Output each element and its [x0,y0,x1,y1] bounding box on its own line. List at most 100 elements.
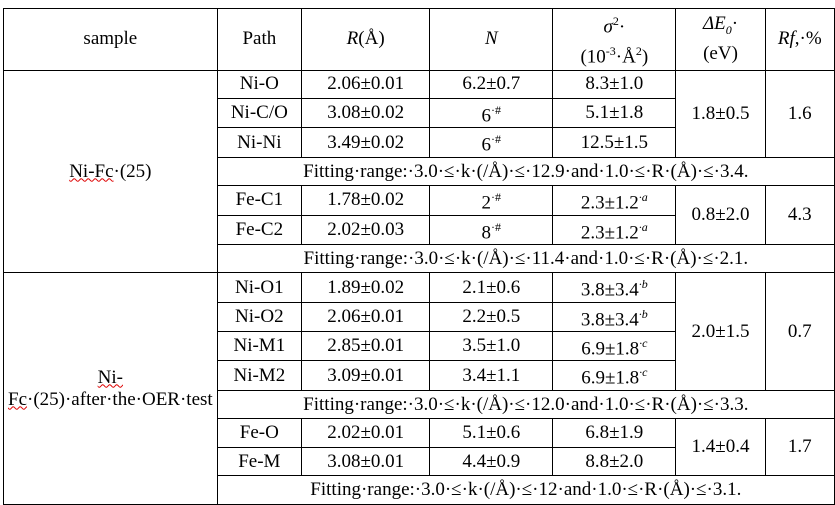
path-cell: Ni-O [216,69,302,100]
n-cell: 6.2±0.7 [429,69,554,100]
value: 3.8±3.4 [580,279,639,301]
header-cell: σ2· (10-3·Å2) [552,8,677,71]
data-row: Ni-O2 2.06±0.01 2.2±0.5 3.8±3.4·b [4,301,835,333]
value: 3.5±1.0 [462,335,521,357]
sigma-cell: 8.8±2.0 [552,446,677,477]
value: 5.1±0.6 [462,422,521,444]
header-unit: (10 [580,46,606,68]
n-cell: 2·# [429,185,554,216]
sigma-cell: 3.8±3.4·b [552,272,677,303]
value: 6.8±1.9 [585,422,644,444]
fitting-cell: Fitting·range:·3.0·≤·k·(/Å)·≤·12·and·1.0… [216,475,835,505]
n-cell: 2.1±0.6 [429,272,554,303]
n-cell: 3.5±1.0 [429,331,554,362]
path-cell: Ni-M1 [216,331,302,362]
value: 3.8±3.4 [580,309,639,331]
header-unit: ·Å [615,46,636,68]
r-cell: 2.06±0.01 [300,301,431,333]
header-cell: N [429,8,554,71]
r-cell: 1.89±0.02 [300,272,431,303]
data-row: Ni-Fc·(25)·after·the·OER·test Ni-O1 1.89±0… [3,272,835,505]
footnote-mark: ·# [491,219,502,234]
value: 2.3±1.2 [580,221,639,243]
header-unit: ) [641,46,649,68]
n-cell: 6·# [429,127,554,158]
format-mark: · [731,13,739,35]
footnote-mark: ·c [639,365,648,380]
r-cell: 2.02±0.03 [300,214,431,245]
footnote-mark: ·b [638,277,648,292]
path-cell: Ni-O1 [216,272,302,303]
sample-name: Ni-Fc [8,366,123,410]
header-unit: (Å) [358,28,385,50]
header-cell: ΔE0· (eV) [675,8,766,71]
n-cell: 8·# [429,214,554,245]
rf-cell: 4.3 [764,185,835,245]
data-row: Ni-Fc·(25) Ni-O 2.06±0.01 6.2±0.7 8.3±1.0 1.8… [3,69,835,274]
path-cell: Fe-M [216,446,302,477]
n-cell: 4.4±0.9 [429,446,554,477]
value: 8.3±1.0 [585,73,644,95]
value: 6.2±0.7 [462,73,521,95]
path-cell: Fe-C1 [216,185,302,216]
sample-cell: Ni-Fc·(25)·after·the·OER·test [3,272,218,505]
rf-cell: 1.6 [764,69,835,158]
format-mark: · [618,16,626,38]
fitting-row: Fitting·range:·3.0·≤·k·(/Å)·≤·12.0·and·1… [4,389,835,420]
fitting-cell: Fitting·range:·3.0·≤·k·(/Å)·≤·12.9·and·1… [216,156,835,187]
sigma-cell: 2.3±1.2·a [552,214,677,245]
header-cell: R(Å) [300,8,431,71]
footnote-mark: ·a [638,219,648,234]
footnote-mark: ·c [639,336,648,351]
value: 5.1±1.8 [585,102,644,124]
header-cell: Path [216,8,302,71]
path-cell: Fe-O [216,418,302,448]
header-exponent: 2 [612,14,619,28]
sigma-cell: 8.3±1.0 [552,69,677,100]
footnote-mark: ·# [491,103,502,118]
fitting-cell: Fitting·range:·3.0·≤·k·(/Å)·≤·11.4·and·1… [216,243,835,274]
e0-cell: 2.0±1.5 [675,272,766,391]
e0-cell: 1.8±0.5 [675,69,766,158]
header-cell: sample [3,8,218,71]
value: 2 [481,192,492,214]
fitting-row: Fitting·range:·3.0·≤·k·(/Å)·≤·11.4·and·1… [4,243,835,274]
value: 2.3±1.2 [580,192,639,214]
r-cell: 3.49±0.02 [300,127,431,158]
value: 8 [481,221,492,243]
sample-name: ·(25) [113,160,152,182]
data-row: Ni-Ni 3.49±0.02 6·# 12.5±1.5 [4,127,835,158]
value: 2.2±0.5 [462,305,521,327]
header-symbol: R [346,28,359,50]
header-symbol: σ [603,16,613,38]
header-symbol: Rf [777,28,795,50]
value: 4.4±0.9 [462,450,521,472]
r-cell: 3.09±0.01 [300,360,431,391]
sigma-cell: 6.9±1.8·c [552,360,677,391]
sigma-cell: 2.3±1.2·a [552,185,677,216]
header-cell: Rf,·% [764,8,835,71]
sample-cell: Ni-Fc·(25) [3,69,218,274]
path-cell: Fe-C2 [216,214,302,245]
data-row: Fe-O 2.02±0.01 5.1±0.6 6.8±1.9 1.4±0.4 1.7 [4,418,835,477]
header-unit: (eV) [703,43,738,65]
sigma-cell: 3.8±3.4·b [552,301,677,333]
n-cell: 2.2±0.5 [429,301,554,333]
r-cell: 2.85±0.01 [300,331,431,362]
data-row: Ni-C/O 3.08±0.02 6·# 5.1±1.8 [4,98,835,129]
header-unit: -3 [605,44,616,59]
path-cell: Ni-M2 [216,360,302,391]
header-unit: 2 [635,44,642,59]
data-row: Ni-M1 2.85±0.01 3.5±1.0 6.9±1.8·c [4,331,835,362]
value: 6 [481,134,492,156]
e0-cell: 1.4±0.4 [675,418,766,477]
footnote-mark: ·a [638,190,648,205]
rf-cell: 1.7 [764,418,835,477]
sigma-cell: 5.1±1.8 [552,98,677,129]
r-cell: 1.78±0.02 [300,185,431,216]
footnote-mark: ·# [491,132,502,147]
fitting-cell: Fitting·range:·3.0·≤·k·(/Å)·≤·12.0·and·1… [216,389,835,420]
